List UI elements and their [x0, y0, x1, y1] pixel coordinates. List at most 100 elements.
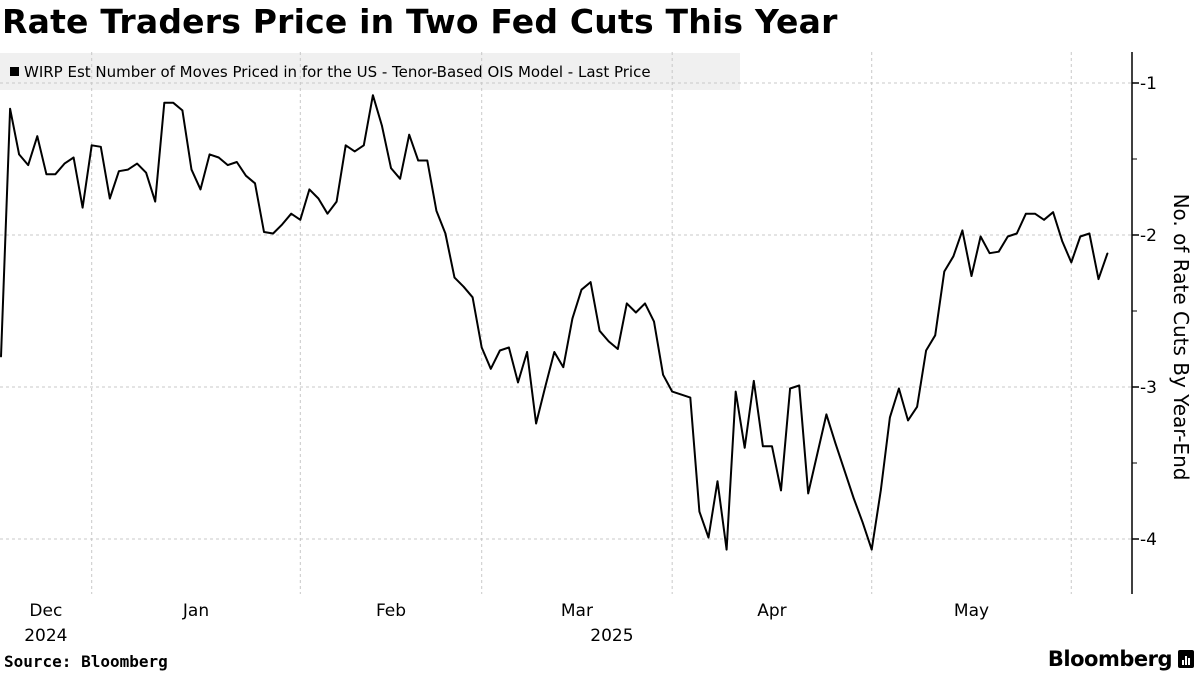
data-point	[743, 447, 746, 449]
data-point	[163, 101, 166, 104]
data-point	[535, 422, 537, 425]
data-point	[9, 108, 11, 110]
data-point	[1070, 261, 1073, 264]
y-tick-label: -1	[1140, 74, 1157, 94]
data-point	[861, 521, 864, 524]
data-point	[408, 133, 410, 136]
data-point	[1034, 212, 1036, 215]
data-point	[344, 144, 347, 147]
data-point	[81, 206, 84, 209]
data-point	[299, 219, 302, 221]
data-point	[879, 489, 882, 492]
data-point	[716, 480, 719, 483]
data-point	[934, 334, 937, 337]
data-point	[372, 94, 374, 96]
data-point	[54, 173, 57, 175]
data-point	[508, 346, 510, 349]
data-point	[626, 302, 628, 305]
data-point	[399, 177, 401, 180]
series-points	[0, 94, 1109, 551]
data-point	[979, 235, 982, 238]
data-point	[118, 170, 120, 172]
x-axis-labels: Dec 2024 Jan Feb Mar 2025 Apr May	[24, 601, 989, 646]
data-point	[526, 351, 528, 353]
x-tick-label: Dec	[29, 601, 62, 621]
data-point	[943, 270, 946, 273]
data-point	[1043, 219, 1045, 221]
x-tick-label: May	[954, 601, 989, 621]
data-point	[426, 159, 429, 162]
data-point	[326, 212, 329, 215]
data-point	[1097, 278, 1100, 280]
x-tick-label: Apr	[757, 601, 786, 621]
data-point	[18, 153, 20, 156]
data-point	[172, 101, 175, 104]
bloomberg-chart-icon	[1178, 650, 1194, 668]
brand-name: Bloomberg	[1047, 647, 1173, 671]
y-axis-ticks: -1 -2 -3 -4	[1132, 74, 1157, 550]
data-point	[190, 168, 193, 171]
data-point	[517, 381, 519, 384]
x-year-label: 2024	[24, 626, 67, 646]
data-point	[725, 548, 728, 551]
data-point	[199, 188, 202, 191]
data-point	[499, 349, 501, 352]
data-point	[471, 296, 474, 299]
source-note: Source: Bloomberg	[4, 652, 168, 671]
data-point	[607, 340, 610, 343]
data-point	[644, 302, 646, 305]
data-point	[562, 366, 565, 369]
data-point	[1106, 252, 1109, 255]
data-point	[1052, 211, 1054, 213]
data-point	[90, 144, 93, 147]
chart-title: Rate Traders Price in Two Fed Cuts This …	[2, 2, 838, 41]
data-point	[63, 162, 66, 165]
data-point	[988, 252, 991, 255]
data-point	[1006, 235, 1009, 238]
data-point	[598, 329, 601, 332]
x-year-label: 2025	[590, 626, 633, 646]
data-point	[762, 445, 764, 448]
data-point	[453, 276, 456, 279]
data-point	[635, 311, 637, 314]
data-point	[771, 445, 773, 448]
data-point	[281, 223, 283, 226]
data-point	[970, 275, 973, 277]
data-point	[127, 168, 129, 171]
data-point	[852, 497, 855, 499]
data-point	[544, 386, 546, 388]
data-point	[181, 109, 184, 112]
data-point	[680, 393, 683, 396]
data-point	[1016, 232, 1018, 235]
data-point	[335, 200, 338, 203]
data-point	[916, 405, 918, 408]
data-point	[1025, 212, 1027, 215]
data-point	[798, 384, 800, 387]
data-point	[435, 209, 438, 212]
data-point	[698, 510, 701, 513]
data-point	[381, 124, 383, 127]
data-point	[36, 135, 39, 137]
data-point	[1079, 235, 1082, 238]
data-point	[417, 159, 420, 162]
data-point	[961, 229, 964, 232]
data-point	[707, 536, 710, 539]
bloomberg-logo: Bloomberg	[1048, 647, 1194, 671]
data-point	[353, 150, 356, 153]
data-point	[589, 281, 592, 283]
data-point	[816, 453, 819, 455]
data-point	[480, 346, 483, 349]
data-point	[154, 200, 156, 203]
data-point	[136, 162, 138, 165]
x-tick-label: Jan	[182, 601, 209, 621]
gridlines	[0, 52, 1132, 594]
data-point	[109, 197, 111, 200]
data-point	[263, 231, 265, 233]
data-point	[145, 171, 147, 174]
data-point	[363, 144, 365, 147]
data-point	[0, 355, 2, 358]
data-point	[807, 492, 810, 495]
data-point	[571, 317, 574, 320]
data-point	[734, 390, 737, 393]
data-point	[272, 232, 274, 235]
